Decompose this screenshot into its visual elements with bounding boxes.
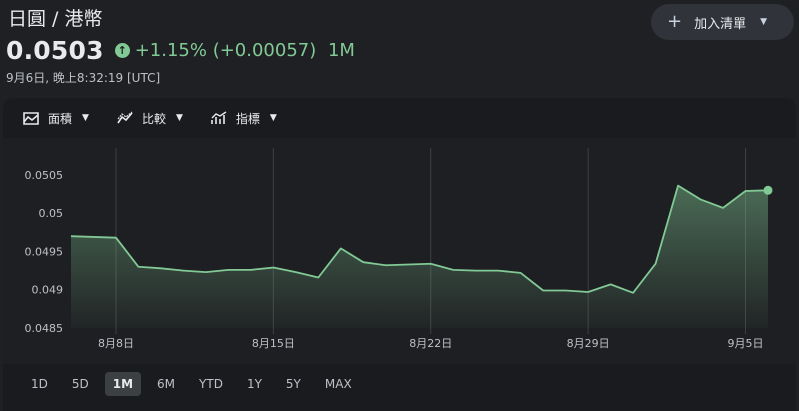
- range-selector: 1D 5D 1M 6M YTD 1Y 5Y MAX: [3, 372, 360, 396]
- compare-button[interactable]: 比較 ▼: [117, 110, 183, 127]
- plus-icon: +: [667, 11, 683, 32]
- range-button-1y[interactable]: 1Y: [246, 377, 262, 391]
- range-button-ytd[interactable]: YTD: [199, 377, 223, 391]
- chart-type-label: 面積: [48, 111, 73, 126]
- x-tick-label: 8月15日: [252, 337, 295, 350]
- x-tick-label: 8月29日: [567, 337, 610, 350]
- range-button-5y[interactable]: 5Y: [285, 377, 301, 391]
- current-price: 0.0503: [6, 36, 104, 65]
- compare-label: 比較: [141, 111, 166, 126]
- arrow-up-icon: ↑: [114, 43, 130, 58]
- last-price-point: [763, 185, 773, 195]
- range-button-max[interactable]: MAX: [324, 377, 352, 391]
- price-row: 0.0503 ↑ +1.15% (+0.00057) 1M: [6, 36, 355, 65]
- pair-title: 日圓 / 港幣: [8, 8, 103, 30]
- chart-toolbar: 面積 ▼ 比較 ▼ 指標 ▼: [3, 98, 796, 138]
- y-tick-label: 0.0495: [25, 245, 64, 258]
- y-tick-label: 0.0485: [25, 322, 64, 335]
- caret-down-icon: ▼: [82, 113, 89, 123]
- range-buttons: 1D 5D 1M 6M YTD 1Y 5Y MAX: [23, 372, 360, 396]
- y-tick-label: 0.0505: [25, 169, 64, 182]
- x-tick-label: 8月22日: [409, 337, 452, 350]
- compare-icon: [117, 111, 133, 124]
- chart-type-button[interactable]: 面積 ▼: [23, 110, 89, 127]
- price-area: [71, 185, 768, 328]
- price-chart: 0.0505 0.05 0.0495 0.049 0.0485 8月8日 8月15日 8月22…: [25, 148, 773, 350]
- indicators-label: 指標: [235, 111, 260, 126]
- area-chart-icon: [23, 112, 39, 125]
- change-value: (+0.00057): [212, 40, 317, 61]
- range-button-1m[interactable]: 1M: [104, 372, 142, 396]
- change-period: 1M: [327, 40, 355, 61]
- range-button-1d[interactable]: 1D: [31, 377, 48, 391]
- range-button-6m[interactable]: 6M: [157, 377, 176, 391]
- add-to-list-label: 加入清單: [694, 16, 747, 32]
- range-button-5d[interactable]: 5D: [71, 377, 89, 391]
- caret-down-icon: ▼: [760, 17, 768, 27]
- indicators-icon: [211, 111, 227, 124]
- x-tick-label: 9月5日: [728, 337, 764, 350]
- add-to-list-button[interactable]: + 加入清單 ▼: [651, 4, 794, 40]
- caret-down-icon: ▼: [269, 113, 277, 123]
- y-tick-label: 0.05: [39, 207, 64, 220]
- caret-down-icon: ▼: [175, 113, 183, 123]
- x-tick-label: 8月8日: [98, 337, 134, 350]
- indicators-button[interactable]: 指標 ▼: [211, 110, 277, 127]
- timestamp: 9月6日, 晚上8:32:19 [UTC]: [6, 71, 161, 85]
- y-tick-label: 0.049: [32, 284, 64, 297]
- change-percent: +1.15%: [134, 40, 207, 61]
- price-change: +1.15% (+0.00057) 1M: [135, 40, 355, 61]
- price-line: [70, 184, 769, 294]
- chart-panel: 面積 ▼ 比較 ▼ 指標 ▼ 0.0505 0.05 0.0495 0.049 0.04…: [3, 98, 796, 411]
- chart-area[interactable]: 0.0505 0.05 0.0495 0.049 0.0485 8月8日 8月15日 8月22…: [3, 138, 796, 364]
